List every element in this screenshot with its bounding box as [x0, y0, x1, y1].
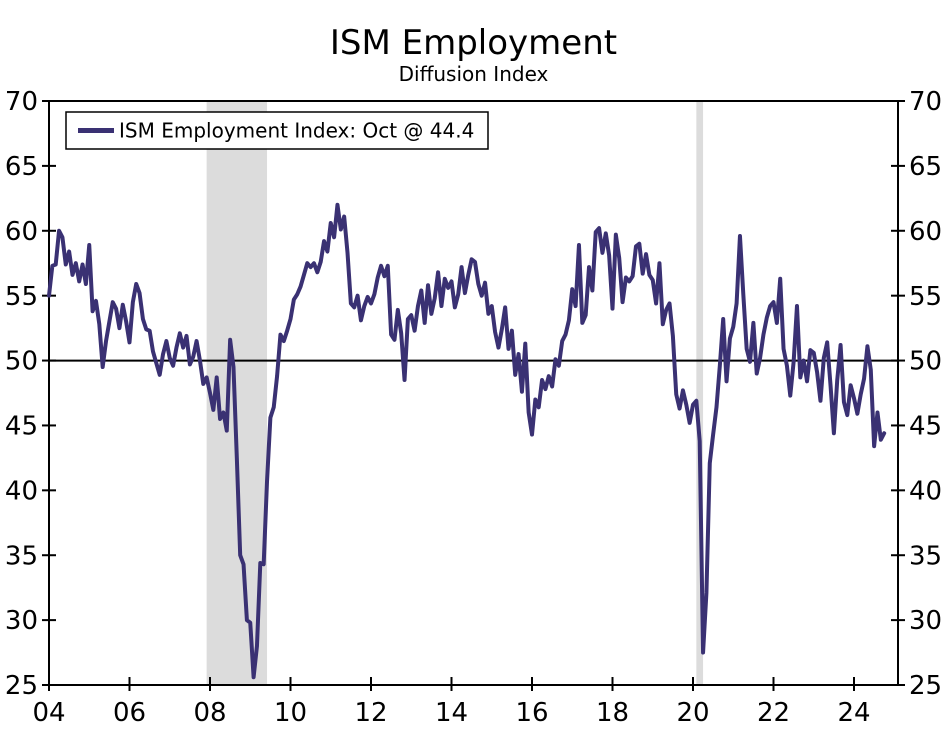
legend: ISM Employment Index: Oct @ 44.4 [65, 111, 489, 150]
y-tick-label-right: 30 [909, 606, 942, 636]
series-line [47, 202, 887, 680]
recession-bands [206, 101, 704, 685]
plot-border [48, 100, 899, 686]
y-tick-label-right: 40 [909, 476, 942, 506]
y-tick-label-left: 50 [5, 347, 38, 377]
x-axis: 04 06 08 10 12 14 16 18 20 22 24 [32, 677, 871, 728]
x-tick-label: 06 [113, 698, 146, 727]
y-tick-label-left: 55 [5, 282, 38, 312]
y-tick-label-right: 60 [909, 217, 942, 247]
x-tick-label: 16 [515, 698, 548, 727]
y-tick-label-left: 60 [5, 217, 38, 247]
x-tick-label: 22 [757, 698, 790, 727]
y-tick-label-left: 35 [5, 541, 38, 571]
y-tick-label-left: 45 [5, 412, 38, 442]
y-tick-label-right: 70 [909, 87, 942, 117]
x-tick-label: 08 [193, 698, 226, 727]
y-tick-label-left: 25 [5, 671, 38, 701]
y-tick-label-right: 55 [909, 282, 942, 312]
recession-band [696, 101, 704, 685]
x-tick-label: 24 [837, 698, 870, 727]
x-tick-label: 18 [596, 698, 629, 727]
y-tick-label-left: 70 [5, 87, 38, 117]
y-tick-label-right: 45 [909, 412, 942, 442]
legend-label: ISM Employment Index: Oct @ 44.4 [119, 119, 474, 143]
y-tick-label-right: 35 [909, 541, 942, 571]
legend-box [65, 111, 489, 150]
y-tick-label-right: 50 [909, 347, 942, 377]
x-tick-label: 04 [32, 698, 65, 727]
y-tick-label-left: 40 [5, 476, 38, 506]
chart-subtitle: Diffusion Index [399, 62, 549, 86]
series-group [47, 202, 887, 680]
y-tick-label-right: 25 [909, 671, 942, 701]
y-axis-right: 25 30 35 40 45 50 55 60 65 70 [891, 87, 942, 701]
x-tick-label: 10 [274, 698, 307, 727]
x-tick-label: 14 [435, 698, 468, 727]
x-tick-label: 12 [354, 698, 387, 727]
y-tick-label-left: 65 [5, 152, 38, 182]
y-axis-left: 25 30 35 40 45 50 55 60 65 70 [5, 87, 56, 701]
chart-title: ISM Employment [330, 23, 617, 63]
x-tick-label: 20 [676, 698, 709, 727]
y-tick-label-right: 65 [909, 152, 942, 182]
y-tick-label-left: 30 [5, 606, 38, 636]
